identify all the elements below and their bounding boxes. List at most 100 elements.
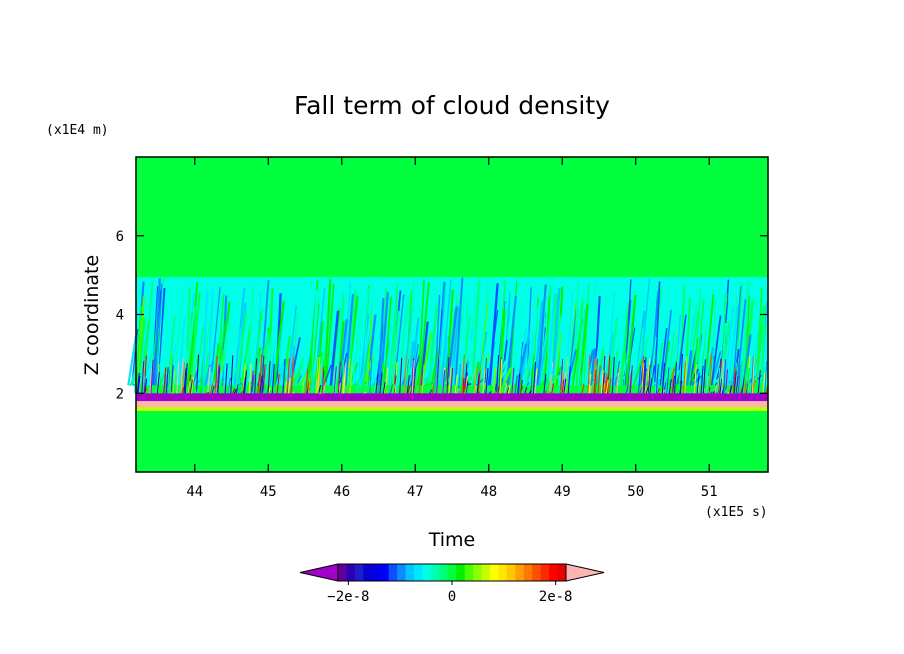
field-streak-strong: [600, 370, 604, 394]
field-streak-strong: [347, 385, 351, 394]
field-streak: [584, 344, 592, 386]
field-streak-strong: [373, 379, 377, 394]
field-streak-strong: [176, 361, 180, 394]
field-streak-strong: [485, 367, 489, 394]
field-streak-strong: [560, 359, 564, 394]
field-streak: [533, 300, 544, 386]
field-streak-strong: [733, 371, 737, 394]
field-streak-strong: [661, 363, 665, 394]
field-streak-strong: [679, 381, 683, 394]
field-streak: [536, 284, 547, 386]
field-streak-strong: [202, 373, 206, 394]
field-streak-strong: [389, 384, 393, 394]
colorbar-swatch: [338, 564, 347, 581]
field-streak-strong: [301, 376, 305, 394]
field-streak: [436, 288, 446, 386]
field-streak-strong: [710, 391, 713, 394]
field-streak: [578, 304, 589, 386]
colorbar-over-arrow: [565, 563, 605, 582]
field-streak-strong: [149, 368, 153, 394]
field-streak-strong: [693, 364, 697, 394]
field-streak-strong: [375, 374, 379, 394]
field-streak-strong: [594, 365, 598, 394]
field-streak: [609, 372, 619, 386]
field-streak: [298, 373, 308, 386]
field-streak-strong: [284, 381, 288, 394]
field-streak-strong: [369, 358, 373, 394]
field-streak: [504, 325, 511, 386]
field-streak-strong: [764, 361, 768, 394]
field-streak-strong: [604, 377, 608, 394]
field-streak-strong: [746, 367, 750, 394]
field-streak-strong: [357, 356, 361, 394]
field-streak-strong: [361, 378, 365, 394]
x-tick-label: 46: [333, 484, 350, 500]
chart-title: Fall term of cloud density: [294, 91, 610, 120]
field-streak-strong: [434, 361, 438, 394]
field-streak: [424, 381, 435, 387]
field-streak-strong: [486, 386, 490, 394]
field-streak: [275, 360, 286, 386]
field-streak-strong: [696, 372, 700, 394]
field-streak-strong: [206, 391, 210, 394]
field-streak-strong: [307, 378, 311, 394]
field-streak-strong: [597, 365, 601, 394]
field-streak-strong: [318, 384, 322, 394]
field-streak-strong: [482, 368, 486, 394]
field-streak-strong: [242, 364, 246, 394]
field-streak-strong: [498, 357, 502, 394]
field-streak: [583, 282, 590, 386]
field-streak-strong: [418, 374, 422, 394]
field-streak: [505, 295, 517, 386]
field-streak-strong: [496, 355, 500, 394]
field-streak: [649, 336, 657, 386]
field-streak-strong: [271, 364, 275, 394]
field-streak-strong: [323, 382, 327, 394]
field-streak: [264, 314, 276, 386]
field-streak-strong: [729, 385, 733, 394]
field-streak: [326, 343, 335, 386]
field-streak-strong: [638, 365, 642, 394]
field-streak-strong: [248, 364, 252, 394]
field-streak-strong: [276, 373, 280, 394]
field-streak-strong: [196, 354, 200, 394]
field-streak-strong: [413, 368, 417, 394]
field-streak: [752, 331, 759, 386]
y-tick-label: 2: [116, 386, 124, 402]
field-streak: [240, 323, 252, 386]
field-streak: [546, 292, 556, 386]
field-streak: [727, 305, 739, 386]
field-streak-strong: [558, 389, 562, 394]
field-streak: [691, 337, 699, 386]
field-streak: [153, 278, 161, 386]
field-streak-strong: [507, 384, 511, 394]
field-streak-strong: [662, 389, 666, 394]
colorbar-swatch: [354, 564, 364, 581]
field-streak-strong: [740, 360, 744, 394]
field-streak: [755, 305, 766, 386]
field-streak-strong: [254, 358, 258, 394]
field-streak-strong: [349, 363, 353, 394]
field-streak-strong: [392, 384, 396, 394]
field-streak-strong: [442, 371, 446, 394]
field-streak: [424, 358, 435, 386]
field-streak-strong: [629, 371, 633, 394]
colorbar-swatch: [388, 564, 398, 581]
field-streak-strong: [688, 370, 692, 394]
field-streak-strong: [437, 355, 441, 394]
colorbar-swatch: [363, 564, 373, 581]
field-streak-strong: [530, 355, 534, 394]
field-streak-strong: [144, 378, 148, 394]
field-streak: [418, 282, 430, 386]
field-streak-strong: [315, 356, 319, 394]
colorbar-swatch: [405, 564, 415, 581]
field-streak-strong: [411, 358, 415, 394]
x-tick-label: 48: [480, 484, 497, 500]
field-streak: [212, 343, 220, 386]
field-streak-strong: [393, 375, 397, 394]
field-streak: [732, 285, 742, 386]
field-streak: [276, 369, 288, 386]
field-streak-strong: [655, 364, 659, 394]
field-layer-6: [136, 410, 768, 472]
field-streak-strong: [732, 367, 736, 394]
